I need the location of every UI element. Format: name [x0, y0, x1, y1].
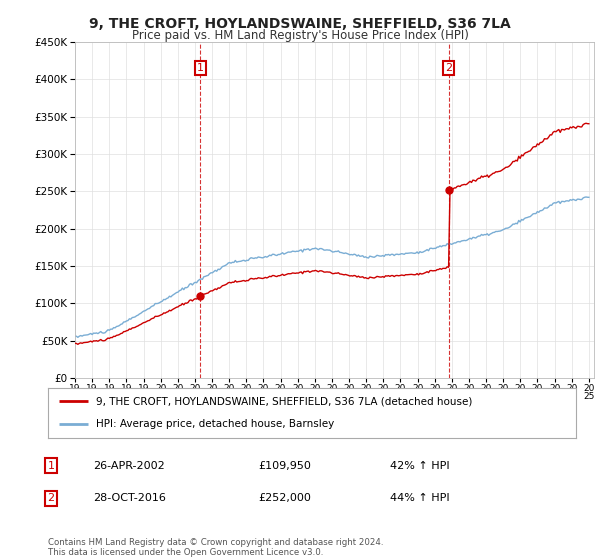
Text: 2: 2	[445, 63, 452, 73]
Text: £252,000: £252,000	[258, 493, 311, 503]
Text: 1: 1	[47, 461, 55, 471]
Text: Contains HM Land Registry data © Crown copyright and database right 2024.
This d: Contains HM Land Registry data © Crown c…	[48, 538, 383, 557]
Text: Price paid vs. HM Land Registry's House Price Index (HPI): Price paid vs. HM Land Registry's House …	[131, 29, 469, 42]
Text: 26-APR-2002: 26-APR-2002	[93, 461, 165, 471]
Text: 28-OCT-2016: 28-OCT-2016	[93, 493, 166, 503]
Text: 42% ↑ HPI: 42% ↑ HPI	[390, 461, 449, 471]
Text: £109,950: £109,950	[258, 461, 311, 471]
Text: 2: 2	[47, 493, 55, 503]
Text: 1: 1	[197, 63, 204, 73]
Text: HPI: Average price, detached house, Barnsley: HPI: Average price, detached house, Barn…	[95, 419, 334, 430]
Text: 44% ↑ HPI: 44% ↑ HPI	[390, 493, 449, 503]
Text: 9, THE CROFT, HOYLANDSWAINE, SHEFFIELD, S36 7LA: 9, THE CROFT, HOYLANDSWAINE, SHEFFIELD, …	[89, 17, 511, 31]
Text: 9, THE CROFT, HOYLANDSWAINE, SHEFFIELD, S36 7LA (detached house): 9, THE CROFT, HOYLANDSWAINE, SHEFFIELD, …	[95, 396, 472, 406]
